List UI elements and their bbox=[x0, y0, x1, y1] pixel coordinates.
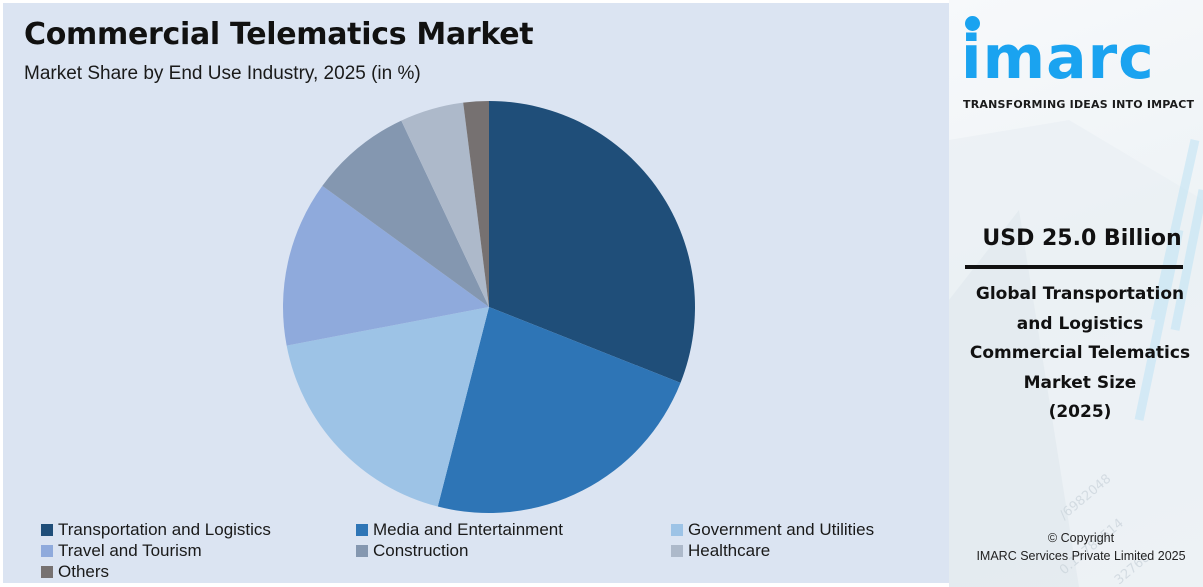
chart-legend: Transportation and Logistics Media and En… bbox=[41, 519, 941, 582]
legend-label: Transportation and Logistics bbox=[58, 519, 271, 539]
legend-swatch-icon bbox=[671, 523, 683, 536]
legend-label: Healthcare bbox=[688, 540, 771, 560]
divider bbox=[965, 265, 1183, 269]
pie-slice-travel-and-tourism bbox=[283, 185, 489, 346]
copyright-line: © Copyright bbox=[1047, 531, 1115, 545]
pie-chart-svg bbox=[283, 101, 695, 513]
legend-label: Media and Entertainment bbox=[373, 519, 563, 539]
legend-swatch-icon bbox=[41, 544, 53, 557]
legend-item: Construction bbox=[356, 540, 671, 561]
logo-tagline: TRANSFORMING IDEAS INTO IMPACT bbox=[963, 98, 1195, 111]
legend-swatch-icon bbox=[356, 544, 368, 557]
legend-item: Travel and Tourism bbox=[41, 540, 356, 561]
legend-item: Others bbox=[41, 561, 356, 582]
sidebar-panel: /6982048 0.15780514 32768 imarc TRANSFOR… bbox=[949, 0, 1203, 587]
legend-swatch-icon bbox=[671, 544, 683, 557]
legend-item: Healthcare bbox=[671, 540, 941, 561]
legend-item: Transportation and Logistics bbox=[41, 519, 356, 540]
chart-title: Commercial Telematics Market bbox=[24, 17, 534, 52]
pie-chart bbox=[279, 97, 699, 517]
pie-slice-construction bbox=[322, 120, 489, 308]
market-desc-line: (2025) bbox=[1048, 402, 1112, 422]
market-desc-line: Commercial Telematics bbox=[969, 343, 1191, 363]
market-desc-line: Global Transportation bbox=[975, 284, 1185, 304]
pie-slice-healthcare bbox=[401, 102, 489, 307]
legend-label: Others bbox=[58, 561, 110, 581]
market-description: Global Transportation and Logistics Comm… bbox=[949, 280, 1203, 428]
pie-slice-media-and-entertainment bbox=[437, 307, 681, 513]
logo-text: imarc bbox=[961, 23, 1155, 93]
legend-label: Government and Utilities bbox=[688, 519, 875, 539]
legend-swatch-icon bbox=[41, 523, 53, 536]
logo-dot bbox=[965, 16, 980, 31]
pie-slice-government-and-utilities bbox=[286, 307, 489, 507]
market-desc-line: Market Size bbox=[1023, 372, 1137, 393]
chart-panel: Commercial Telematics Market Market Shar… bbox=[3, 3, 949, 583]
market-value: USD 25.0 Billion bbox=[982, 226, 1182, 251]
imarc-logo: imarc bbox=[961, 12, 1196, 92]
pie-slice-transportation-and-logistics bbox=[489, 101, 695, 383]
legend-item: Government and Utilities bbox=[671, 519, 941, 540]
background-decoration: /6982048 0.15780514 32768 bbox=[949, 120, 1203, 587]
legend-label: Construction bbox=[373, 540, 469, 560]
pie-slice-others bbox=[463, 101, 489, 307]
copyright: © Copyright IMARC Services Private Limit… bbox=[949, 529, 1203, 565]
chart-subtitle: Market Share by End Use Industry, 2025 (… bbox=[24, 63, 421, 84]
legend-item: Media and Entertainment bbox=[356, 519, 671, 540]
legend-swatch-icon bbox=[41, 565, 53, 578]
legend-label: Travel and Tourism bbox=[58, 540, 202, 560]
legend-swatch-icon bbox=[356, 523, 368, 536]
market-desc-line: and Logistics bbox=[1016, 313, 1144, 334]
copyright-line: IMARC Services Private Limited 2025 bbox=[976, 549, 1186, 563]
